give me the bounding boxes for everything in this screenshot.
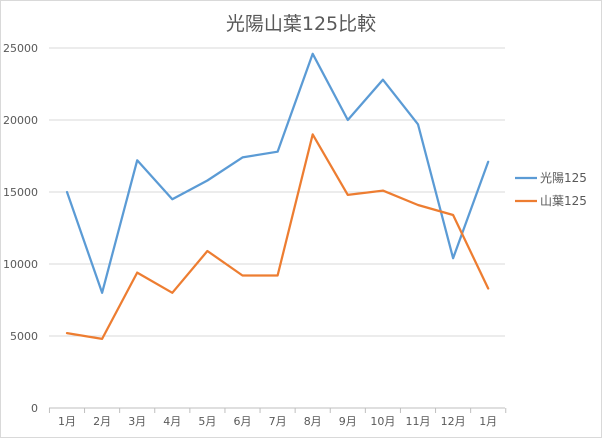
x-tick-label: 1月 bbox=[58, 415, 76, 428]
x-tick-label: 5月 bbox=[198, 415, 216, 428]
legend-label: 光陽125 bbox=[540, 171, 587, 185]
gridlines bbox=[49, 48, 505, 408]
x-tick-label: 9月 bbox=[339, 415, 357, 428]
series-lines bbox=[67, 54, 488, 339]
series-line-2 bbox=[67, 134, 488, 339]
x-tick-label: 6月 bbox=[234, 415, 252, 428]
y-tick-label: 0 bbox=[31, 402, 38, 415]
x-tick-label: 7月 bbox=[269, 415, 287, 428]
axes: 0 5000 10000 15000 20000 25000 1月 2月 3月 4月 5月 6月 7月 8… bbox=[3, 42, 506, 428]
x-tick-label: 11月 bbox=[406, 415, 431, 428]
y-tick-label: 10000 bbox=[3, 258, 38, 271]
y-tick-label: 15000 bbox=[3, 186, 38, 199]
legend-label: 山葉125 bbox=[540, 194, 587, 208]
series-line-1 bbox=[67, 54, 488, 293]
x-tick-label: 10月 bbox=[370, 415, 395, 428]
x-tick-label: 1月 bbox=[479, 415, 497, 428]
y-tick-label: 25000 bbox=[3, 42, 38, 55]
chart-title: 光陽山葉125比較 bbox=[226, 13, 376, 35]
x-tick-label: 12月 bbox=[441, 415, 466, 428]
x-tick-label: 8月 bbox=[304, 415, 322, 428]
x-tick-label: 2月 bbox=[93, 415, 111, 428]
y-tick-label: 5000 bbox=[10, 330, 38, 343]
y-tick-label: 20000 bbox=[3, 114, 38, 127]
x-tick-label: 3月 bbox=[128, 415, 146, 428]
x-tick-label: 4月 bbox=[163, 415, 181, 428]
legend: 光陽125 山葉125 bbox=[515, 171, 587, 208]
